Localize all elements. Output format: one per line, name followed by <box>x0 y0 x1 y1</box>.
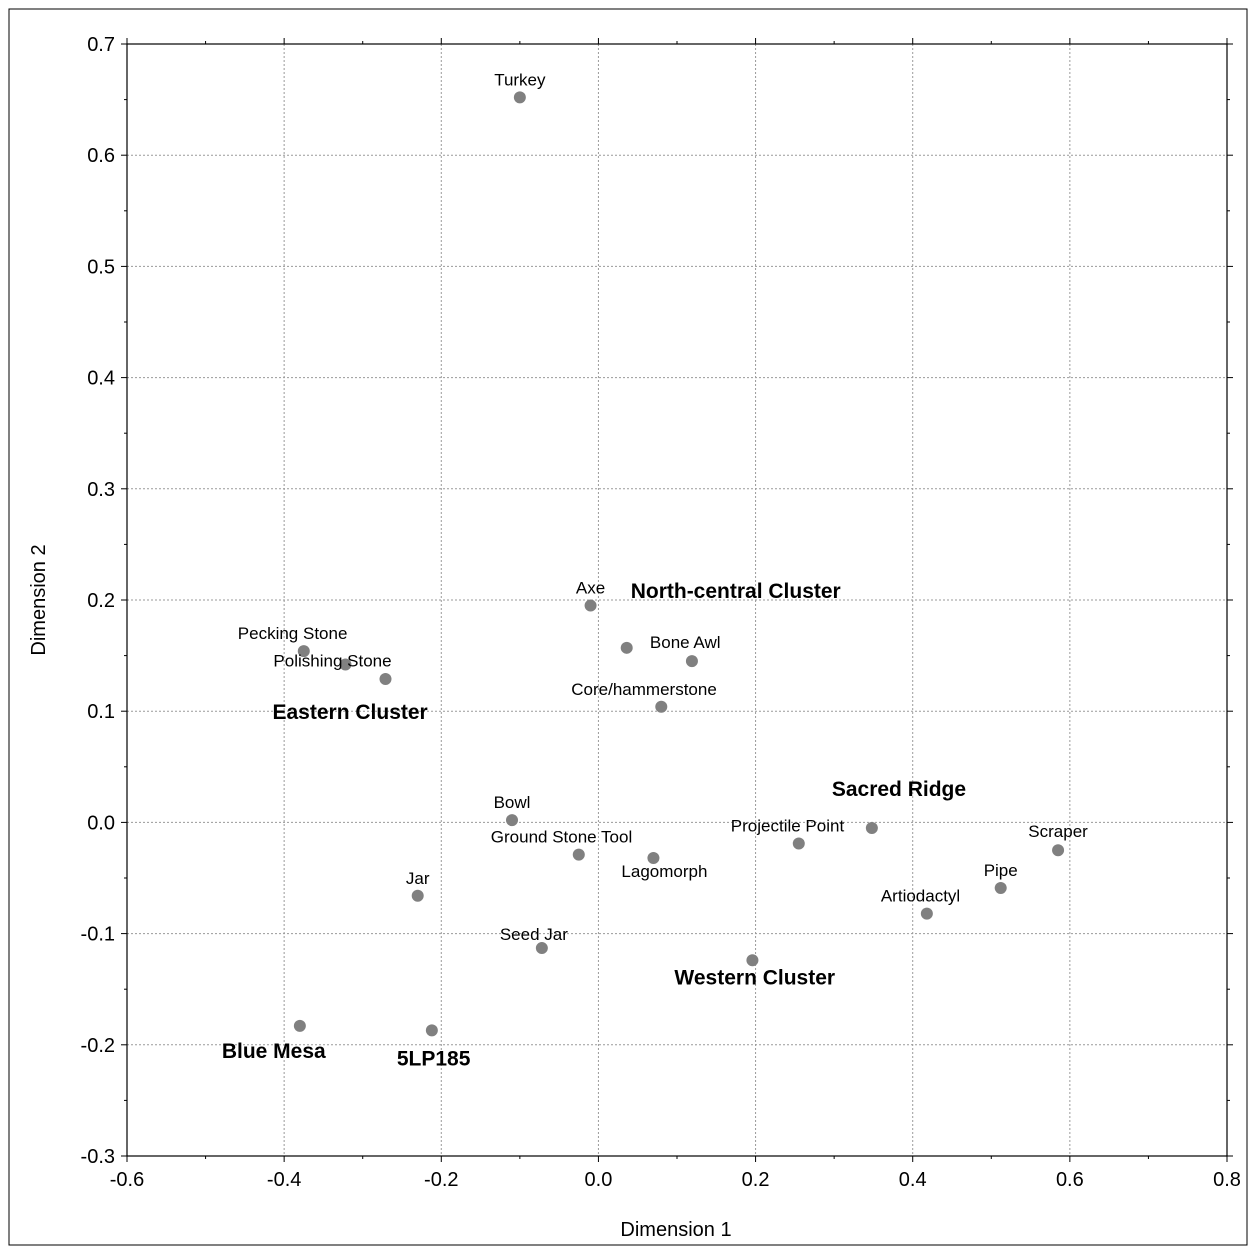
point-turkey <box>513 91 526 104</box>
point-blue-mesa <box>293 1019 306 1032</box>
y-tick-label: 0.4 <box>87 368 115 390</box>
y-tick-label: 0.5 <box>87 256 115 278</box>
point-artiodactyl <box>920 907 933 920</box>
point-label-artiodactyl: Artiodactyl <box>881 887 960 906</box>
point-label-axe: Axe <box>576 579 605 598</box>
point-seed-jar <box>535 942 548 955</box>
point-lagomorph <box>647 851 660 864</box>
point-eastern-cluster <box>379 672 392 685</box>
point-western-cluster <box>746 954 759 967</box>
point-label-western-cluster: Western Cluster <box>674 966 835 989</box>
x-tick-label: 0.0 <box>585 1169 613 1191</box>
point-label-seed-jar: Seed Jar <box>500 925 568 944</box>
point-projectile-point <box>792 837 805 850</box>
point-pipe <box>994 882 1007 895</box>
point-north-central-cluster <box>620 641 633 654</box>
data-points <box>293 91 1065 1037</box>
x-tick-label: -0.6 <box>110 1169 144 1191</box>
point-label-sacred-ridge: Sacred Ridge <box>832 778 966 801</box>
point-ground-stone-tool <box>572 848 585 861</box>
y-tick-label: -0.3 <box>81 1146 115 1168</box>
x-tick-label: -0.4 <box>267 1169 301 1191</box>
point-label-5lp185: 5LP185 <box>397 1047 471 1070</box>
point-jar <box>411 889 424 902</box>
point-label-blue-mesa: Blue Mesa <box>222 1040 326 1063</box>
point-5lp185 <box>425 1024 438 1037</box>
y-tick-label: 0.2 <box>87 590 115 612</box>
point-label-jar: Jar <box>406 869 430 888</box>
point-label-turkey: Turkey <box>494 70 546 89</box>
point-label-bowl: Bowl <box>494 793 531 812</box>
y-axis-title: Dimension 2 <box>28 544 50 655</box>
x-tick-label: -0.2 <box>424 1169 458 1191</box>
point-polishing-stone <box>339 658 352 671</box>
point-bone-awl <box>685 655 698 668</box>
y-tick-label: 0.6 <box>87 145 115 167</box>
point-label-eastern-cluster: Eastern Cluster <box>273 701 428 724</box>
x-axis-title: Dimension 1 <box>620 1219 731 1241</box>
axis-ticks <box>121 38 1233 1162</box>
y-tick-labels: -0.3 -0.2 -0.1 0.0 0.1 0.2 0.3 0.4 0.5 0.6 0.7 <box>81 34 115 1168</box>
point-labels: Turkey Axe North-central Cluster Bone Awl Pe… <box>222 70 1088 1070</box>
point-sacred-ridge <box>865 821 878 834</box>
point-label-north-central-cluster: North-central Cluster <box>631 580 841 603</box>
point-label-core-hammerstone: Core/hammerstone <box>571 680 717 699</box>
y-tick-label: 0.3 <box>87 479 115 501</box>
y-tick-label: 0.7 <box>87 34 115 56</box>
y-tick-label: -0.2 <box>81 1035 115 1057</box>
outer-frame <box>8 8 1248 1246</box>
x-tick-label: 0.2 <box>742 1169 770 1191</box>
point-label-lagomorph: Lagomorph <box>621 862 707 881</box>
x-tick-label: 0.4 <box>899 1169 927 1191</box>
x-tick-labels: -0.6 -0.4 -0.2 0.0 0.2 0.4 0.6 0.8 <box>110 1169 1241 1191</box>
point-label-pecking-stone: Pecking Stone <box>238 624 348 643</box>
point-pecking-stone <box>297 645 310 658</box>
point-label-projectile-point: Projectile Point <box>731 817 845 836</box>
point-label-scraper: Scraper <box>1028 822 1088 841</box>
point-core-hammerstone <box>655 700 668 713</box>
x-tick-label: 0.6 <box>1056 1169 1084 1191</box>
point-label-pipe: Pipe <box>984 861 1018 880</box>
y-tick-label: 0.0 <box>87 812 115 834</box>
x-tick-label: 0.8 <box>1213 1169 1241 1191</box>
grid-lines <box>127 44 1227 1156</box>
point-bowl <box>506 814 518 827</box>
point-label-bone-awl: Bone Awl <box>650 633 721 652</box>
point-axe <box>584 599 597 612</box>
point-label-ground-stone-tool: Ground Stone Tool <box>491 828 632 847</box>
point-scraper <box>1052 844 1065 857</box>
y-tick-label: -0.1 <box>81 924 115 946</box>
point-label-polishing-stone: Polishing Stone <box>273 651 391 670</box>
y-tick-label: 0.1 <box>87 701 115 723</box>
